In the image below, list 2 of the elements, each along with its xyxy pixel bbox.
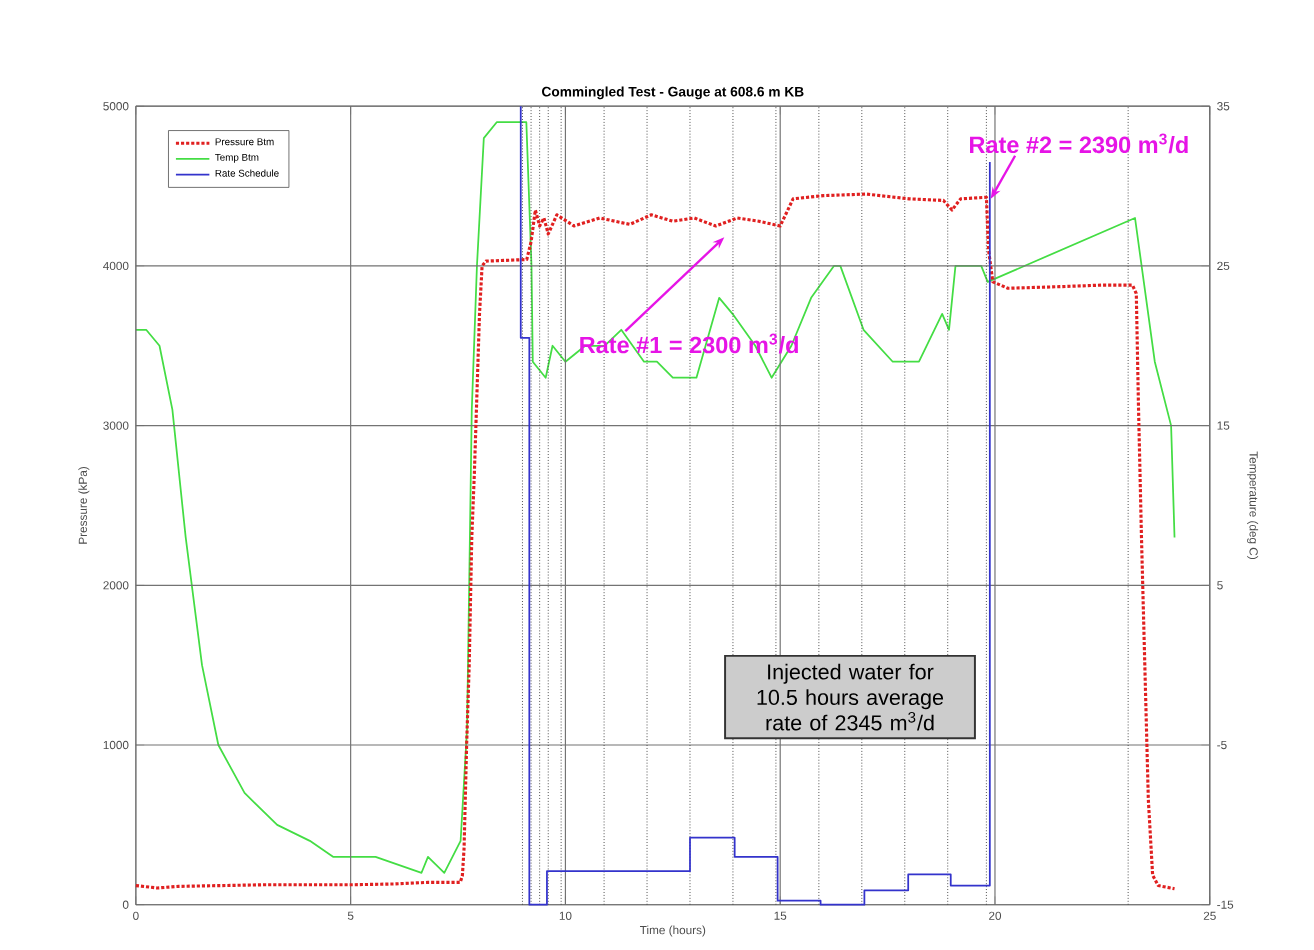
annotation: Injected water for 10.5 hours average rate of 2345 m$^{3}$/d: [757, 663, 944, 731]
annotation: Rate #2 = 2390 m$^{3}$/d: [970, 133, 1188, 154]
